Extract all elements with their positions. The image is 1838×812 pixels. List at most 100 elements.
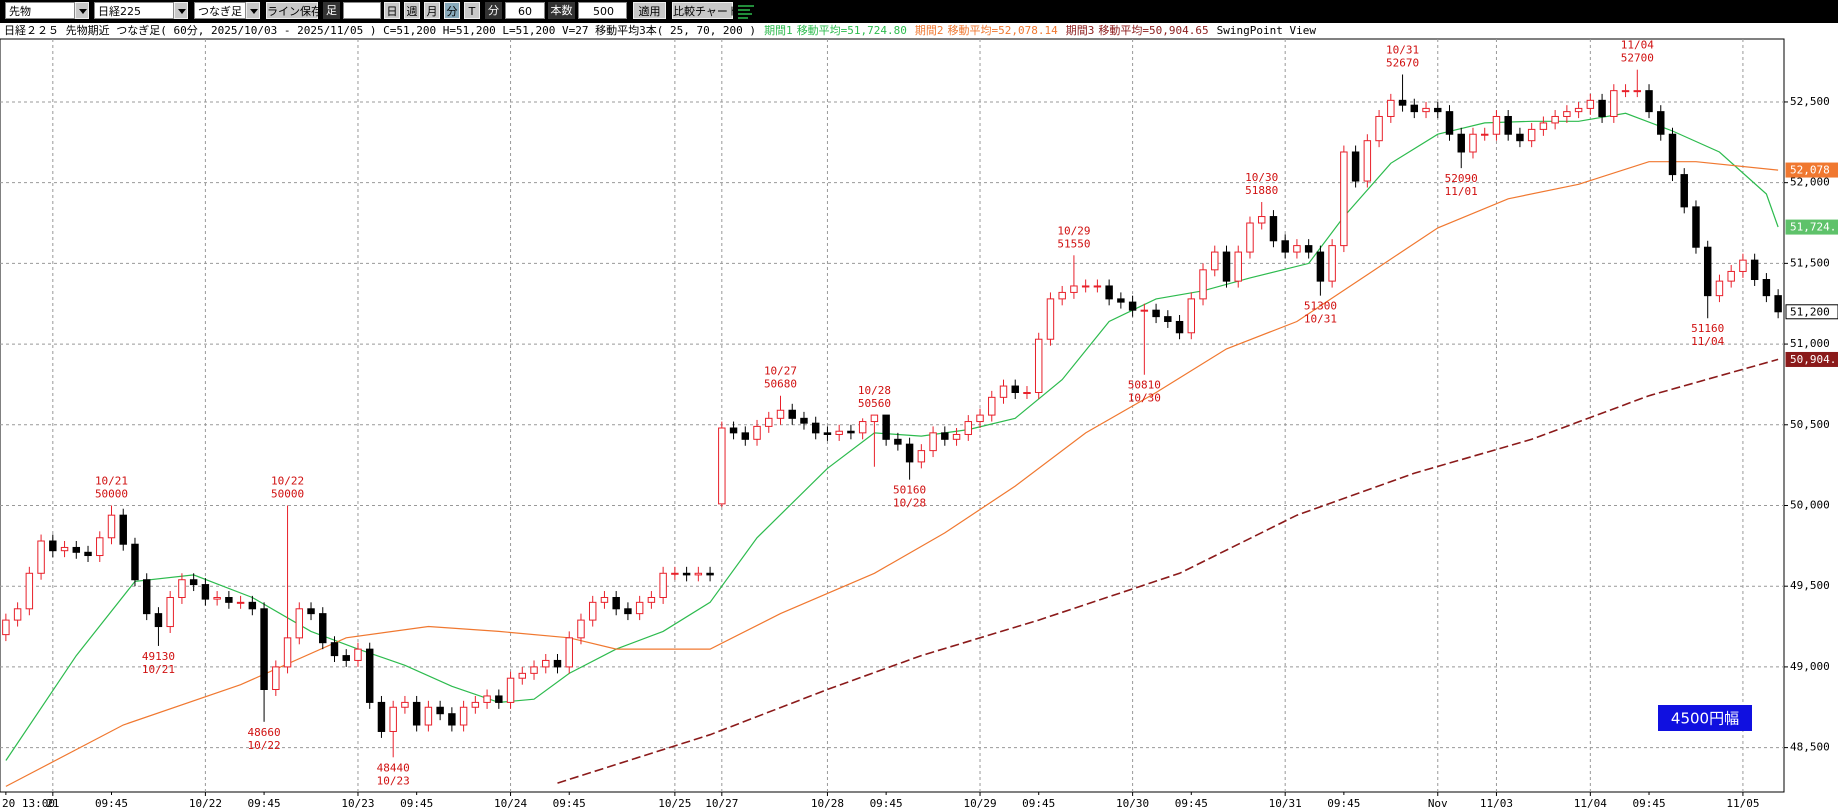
count-input[interactable]: 500 bbox=[578, 2, 627, 19]
candle-body bbox=[354, 648, 362, 661]
candle-body bbox=[283, 637, 292, 668]
swing-date: 10/31 bbox=[1304, 313, 1337, 326]
badge bbox=[1658, 705, 1752, 731]
swing-date: 10/21 bbox=[95, 474, 128, 487]
candle-body bbox=[542, 659, 550, 668]
candle-body bbox=[1422, 107, 1430, 113]
candle-body bbox=[119, 514, 127, 545]
legend-value: 移動平均=50,904.65 bbox=[1098, 23, 1208, 37]
candle-body bbox=[1598, 99, 1606, 117]
chart-header: 日経２２５ 先物期近 つなぎ足( 60分, 2025/10/03 - 2025/… bbox=[4, 23, 1316, 37]
mode-select[interactable]: つなぎ足 bbox=[194, 2, 246, 19]
candle-body bbox=[952, 433, 961, 440]
dropdown-arrow[interactable] bbox=[174, 2, 188, 19]
candle-body bbox=[577, 619, 585, 639]
candle-body bbox=[788, 409, 796, 419]
symbol-select[interactable]: 日経225 bbox=[94, 2, 174, 19]
candle-body bbox=[999, 385, 1008, 398]
candle-body bbox=[624, 608, 632, 615]
market-select[interactable]: 先物 bbox=[5, 2, 75, 19]
candle-body bbox=[131, 543, 139, 581]
candle-body bbox=[800, 417, 808, 424]
candle-body bbox=[1527, 128, 1536, 142]
candle-body bbox=[1328, 245, 1336, 282]
candle-body bbox=[1140, 309, 1149, 312]
candle-body bbox=[870, 414, 879, 423]
candle-body bbox=[1316, 251, 1325, 282]
candle-body bbox=[1680, 174, 1688, 208]
period-button[interactable]: 週 bbox=[404, 2, 420, 19]
candle-body bbox=[178, 579, 186, 598]
period-button[interactable]: 日 bbox=[384, 2, 400, 19]
candle-body bbox=[1187, 298, 1196, 334]
candle-body bbox=[729, 427, 738, 434]
x-tick-label: 10/23 bbox=[341, 797, 374, 810]
candle-body bbox=[1398, 99, 1407, 106]
candle-body bbox=[72, 546, 81, 553]
badge-label: 4500円幅 bbox=[1671, 710, 1739, 728]
candle-body bbox=[412, 701, 421, 726]
candle-body bbox=[1152, 309, 1160, 318]
swing-price: 50560 bbox=[858, 397, 891, 410]
candle-body bbox=[1750, 259, 1759, 281]
candle-body bbox=[377, 701, 386, 732]
candle-body bbox=[1011, 385, 1019, 393]
candle-body bbox=[682, 572, 691, 576]
price-tag-label: 50,904. bbox=[1790, 353, 1836, 366]
candle-body bbox=[25, 572, 34, 610]
period-button[interactable]: 月 bbox=[424, 2, 440, 19]
legend-value: 移動平均=52,078.14 bbox=[948, 23, 1059, 37]
price-tag-label: 52,078 bbox=[1790, 164, 1830, 177]
chart-icon[interactable] bbox=[737, 3, 755, 19]
price-tag bbox=[1785, 351, 1838, 367]
candle-body bbox=[1434, 107, 1442, 113]
candle-body bbox=[295, 608, 304, 639]
candle-body bbox=[1739, 259, 1747, 272]
toolbar: 先物 日経225 つなぎ足 ライン保存 足 日 週 月 分 T 分 60 本数 … bbox=[0, 0, 1838, 23]
candle-body bbox=[941, 432, 949, 440]
x-tick-label: 10/28 bbox=[811, 797, 844, 810]
candle-body bbox=[307, 608, 315, 615]
swing-price: 51550 bbox=[1057, 237, 1090, 250]
candle-body bbox=[776, 409, 785, 419]
candle-body bbox=[905, 443, 914, 463]
period-button[interactable]: 分 bbox=[444, 2, 460, 19]
compare-button[interactable]: 比較チャート bbox=[672, 2, 739, 19]
swing-date: 10/31 bbox=[1386, 44, 1419, 57]
candle-body bbox=[1175, 320, 1184, 334]
y-tick-label: 51,500 bbox=[1790, 256, 1830, 269]
candle-body bbox=[1093, 285, 1102, 288]
dropdown-arrow[interactable] bbox=[246, 2, 260, 19]
save-button[interactable]: ライン保存 bbox=[266, 2, 322, 19]
candle-body bbox=[236, 601, 245, 604]
candle-body bbox=[1445, 111, 1454, 135]
candle-body bbox=[1222, 251, 1231, 282]
swing-price: 50680 bbox=[764, 378, 797, 391]
x-tick-label: 09:45 bbox=[1022, 797, 1055, 810]
candle-body bbox=[107, 514, 116, 539]
candle-body bbox=[1117, 298, 1125, 303]
price-tag bbox=[1785, 304, 1838, 320]
swing-date: 11/04 bbox=[1691, 335, 1724, 348]
candle-body bbox=[1480, 133, 1489, 136]
dropdown-arrow[interactable] bbox=[75, 2, 89, 19]
price-tag-label: 51,724. bbox=[1790, 221, 1836, 234]
apply-button[interactable]: 適用 bbox=[633, 2, 666, 19]
candle-body bbox=[389, 706, 397, 732]
x-tick-label: 21 bbox=[46, 797, 59, 810]
price-tag bbox=[1785, 219, 1838, 235]
candle-body bbox=[565, 637, 573, 668]
candle-body bbox=[964, 421, 973, 435]
candle-body bbox=[694, 572, 703, 576]
minutes-input[interactable]: 60 bbox=[505, 2, 545, 19]
candle-body bbox=[37, 540, 45, 574]
candle-body bbox=[154, 613, 163, 628]
x-tick-label: 09:45 bbox=[95, 797, 128, 810]
x-tick-label: 10/30 bbox=[1116, 797, 1149, 810]
bar-input[interactable] bbox=[343, 2, 381, 19]
candle-body bbox=[459, 706, 468, 726]
period-button[interactable]: T bbox=[464, 2, 480, 19]
candle-body bbox=[1375, 115, 1383, 142]
x-tick-label: 10/27 bbox=[705, 797, 738, 810]
candle-body bbox=[553, 659, 562, 668]
